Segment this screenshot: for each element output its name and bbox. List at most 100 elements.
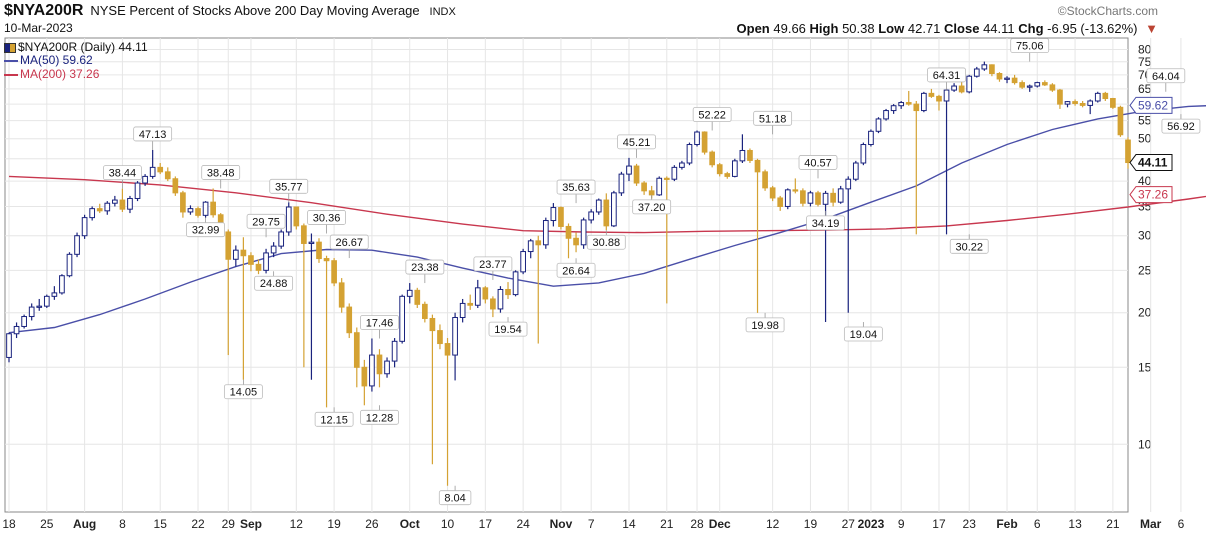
candle-body (66, 253, 73, 277)
annotation-box (405, 259, 445, 275)
candle-body (709, 151, 715, 166)
candle-body (81, 217, 88, 237)
x-tick-label: Sep (240, 517, 262, 531)
y-tick-label: 55 (1138, 114, 1152, 128)
x-tick-label: 8 (119, 517, 126, 531)
candle-body (414, 289, 421, 305)
candle-body (1072, 101, 1078, 104)
candle-body (875, 118, 882, 132)
chg-label: Chg (1018, 21, 1044, 36)
candle-body (542, 220, 549, 246)
candle-body (633, 165, 640, 184)
x-tick-label: 9 (898, 517, 905, 531)
candle-body (149, 166, 156, 177)
candle-body (1026, 85, 1033, 88)
price-annotation: 19.04 (843, 322, 883, 342)
annotation-label: 34.19 (812, 218, 840, 230)
candle-body (112, 199, 118, 204)
x-tick-label: 29 (222, 517, 236, 531)
x-tick-label: 12 (766, 517, 780, 531)
candle-body (490, 298, 496, 310)
x-tick-label: 25 (40, 517, 54, 531)
price-annotation: 12.15 (314, 407, 354, 427)
annotation-box (314, 411, 354, 427)
x-tick-label: Oct (400, 517, 420, 531)
candle-body (1117, 106, 1124, 136)
y-tick-label: 75 (1138, 55, 1152, 69)
candle-body (437, 330, 443, 345)
candle-body (323, 258, 330, 262)
close-value: 44.11 (983, 21, 1015, 36)
candle-body (384, 360, 390, 375)
candle-body (1064, 101, 1071, 105)
x-tick-label: 6 (1178, 517, 1185, 531)
candle-body (739, 149, 746, 162)
x-tick-label: 26 (365, 517, 379, 531)
candle-body (1087, 100, 1094, 106)
candle-body (59, 275, 65, 294)
annotation-box (617, 134, 656, 150)
candle-body (996, 73, 1003, 80)
candle-body (973, 68, 980, 77)
price-annotation: 45.21 (617, 134, 656, 158)
annotation-label: 14.05 (230, 387, 258, 399)
candle-body (6, 333, 12, 358)
candle-body (928, 92, 935, 97)
candle-body (164, 171, 171, 180)
annotation-label: 64.04 (1152, 71, 1180, 83)
x-tick-label: 19 (804, 517, 818, 531)
chart-date: 10-Mar-2023 (4, 21, 73, 35)
candle-body (512, 271, 519, 296)
down-arrow-icon: ▼ (1145, 21, 1158, 36)
candle-body (43, 295, 50, 307)
x-tick-label: 28 (690, 517, 704, 531)
price-annotation: 26.64 (556, 258, 596, 278)
candle-body (119, 199, 126, 210)
annotation-box (556, 179, 596, 195)
legend-ma50: MA(50) 59.62 (4, 53, 93, 67)
annotation-label: 30.36 (313, 212, 341, 224)
y-tick-label: 30 (1138, 229, 1152, 243)
candle-body (248, 255, 254, 265)
candle-body (573, 237, 579, 246)
ohlc-readout: Open 49.66 High 50.38 Low 42.71 Close 44… (737, 21, 1158, 36)
price-annotation: 38.44 (103, 165, 142, 189)
y-tick-label: 25 (1138, 263, 1152, 277)
price-annotation: 12.28 (360, 405, 399, 425)
price-annotation: 30.88 (586, 230, 626, 250)
open-label: Open (736, 21, 770, 36)
high-label: High (809, 21, 839, 36)
annotation-box (1010, 38, 1050, 54)
candle-body (270, 245, 277, 254)
axis-badge-ma50 (1129, 96, 1173, 114)
candle-body (127, 197, 133, 210)
candle-body (308, 241, 315, 244)
y-tick-label: 10 (1138, 437, 1152, 451)
x-tick-label: Feb (996, 517, 1017, 531)
x-tick-label: 10 (441, 517, 455, 531)
annotation-box (1146, 68, 1186, 84)
candle-body (837, 188, 844, 203)
annotation-box (798, 155, 838, 170)
annotation-label: 12.15 (320, 414, 348, 426)
x-tick-label: 24 (516, 517, 530, 531)
legend-ma50-label: MA(50) 59.62 (20, 53, 93, 67)
candle-body (626, 165, 632, 175)
candle-body (701, 131, 708, 153)
x-tick-label: Aug (73, 517, 96, 531)
candle-body (36, 305, 43, 308)
annotation-box (1161, 118, 1201, 134)
candle-body (278, 231, 285, 247)
candle-body (452, 317, 458, 356)
axis-badge-ma200 (1129, 186, 1173, 204)
price-annotation: 30.22 (949, 234, 989, 254)
open-value: 49.66 (773, 21, 806, 36)
annotation-box (843, 326, 883, 342)
annotation-box (360, 315, 399, 330)
candle-body (943, 89, 950, 102)
annotation-box (927, 67, 966, 83)
x-tick-label: 6 (1034, 517, 1041, 531)
candle-body (255, 263, 262, 271)
watermark: ©StockCharts.com (1057, 4, 1158, 18)
